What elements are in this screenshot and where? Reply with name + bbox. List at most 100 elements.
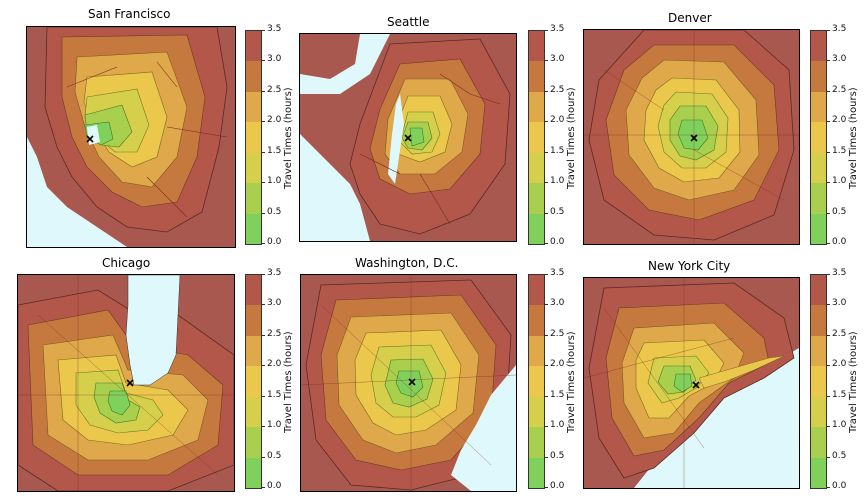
isochrone-svg bbox=[584, 278, 799, 488]
colorbar-tick-label: 1.5 bbox=[267, 146, 281, 156]
colorbar-tick-label: 1.0 bbox=[832, 176, 846, 186]
colorbar bbox=[528, 274, 545, 489]
colorbar-tick-mark bbox=[262, 274, 265, 275]
colorbar bbox=[810, 30, 827, 245]
colorbar-tick-mark bbox=[827, 396, 830, 397]
colorbar-tick-label: 2.5 bbox=[832, 329, 846, 339]
colorbar-segment bbox=[246, 366, 261, 397]
colorbar-tick-label: 3.5 bbox=[550, 268, 564, 278]
colorbar-tick-mark bbox=[827, 243, 830, 244]
colorbar bbox=[528, 30, 545, 245]
colorbar-tick-label: 2.5 bbox=[832, 85, 846, 95]
colorbar-segment bbox=[811, 397, 826, 428]
colorbar-segment bbox=[246, 275, 261, 306]
colorbar-tick-label: 1.5 bbox=[550, 390, 564, 400]
colorbar-tick-label: 1.5 bbox=[267, 390, 281, 400]
colorbar-segment bbox=[811, 122, 826, 153]
colorbar bbox=[810, 274, 827, 489]
colorbar-segment bbox=[529, 366, 544, 397]
colorbar-tick-mark bbox=[827, 182, 830, 183]
colorbar-label: Travel Times (hours) bbox=[283, 87, 294, 189]
colorbar-tick-mark bbox=[262, 304, 265, 305]
colorbar-segment bbox=[246, 214, 261, 245]
colorbar-tick-label: 2.5 bbox=[550, 85, 564, 95]
colorbar-tick-label: 3.0 bbox=[832, 298, 846, 308]
colorbar-tick-label: 0.5 bbox=[832, 207, 846, 217]
colorbar-tick-mark bbox=[545, 396, 548, 397]
colorbar-tick-mark bbox=[262, 121, 265, 122]
colorbar-segment bbox=[529, 305, 544, 336]
map-title: Washington, D.C. bbox=[355, 256, 458, 270]
colorbar-tick-mark bbox=[545, 487, 548, 488]
colorbar-tick-label: 3.0 bbox=[267, 298, 281, 308]
colorbar-segment bbox=[529, 214, 544, 245]
colorbar-tick-mark bbox=[827, 213, 830, 214]
colorbar-tick-mark bbox=[545, 30, 548, 31]
colorbar-tick-label: 0.0 bbox=[267, 481, 281, 491]
colorbar-tick-mark bbox=[545, 60, 548, 61]
travel-time-map[interactable] bbox=[583, 277, 800, 489]
colorbar-tick-label: 2.0 bbox=[267, 359, 281, 369]
colorbar-tick-label: 3.0 bbox=[550, 54, 564, 64]
colorbar-segment bbox=[529, 61, 544, 92]
colorbar-segment bbox=[246, 305, 261, 336]
colorbar-segment bbox=[811, 31, 826, 62]
colorbar-tick-label: 2.0 bbox=[267, 115, 281, 125]
colorbar-tick-label: 2.0 bbox=[832, 359, 846, 369]
colorbar-segment bbox=[811, 61, 826, 92]
colorbar-tick-label: 2.0 bbox=[550, 359, 564, 369]
colorbar-segment bbox=[529, 92, 544, 123]
colorbar-tick-mark bbox=[827, 487, 830, 488]
colorbar-segment bbox=[529, 183, 544, 214]
colorbar-tick-mark bbox=[545, 213, 548, 214]
colorbar-tick-mark bbox=[262, 396, 265, 397]
colorbar-segment bbox=[811, 183, 826, 214]
colorbar-tick-mark bbox=[545, 182, 548, 183]
colorbar-segment bbox=[811, 458, 826, 489]
colorbar-tick-mark bbox=[262, 365, 265, 366]
colorbar-tick-label: 2.5 bbox=[267, 329, 281, 339]
colorbar-segment bbox=[246, 122, 261, 153]
colorbar-tick-label: 2.5 bbox=[267, 85, 281, 95]
colorbar-label: Travel Times (hours) bbox=[283, 331, 294, 433]
colorbar-tick-mark bbox=[827, 30, 830, 31]
travel-time-map[interactable] bbox=[583, 29, 800, 245]
colorbar-tick-label: 1.0 bbox=[550, 176, 564, 186]
colorbar-segment bbox=[246, 61, 261, 92]
colorbar-tick-label: 2.0 bbox=[832, 115, 846, 125]
colorbar-tick-mark bbox=[262, 457, 265, 458]
colorbar-tick-label: 0.5 bbox=[267, 451, 281, 461]
colorbar-segment bbox=[529, 397, 544, 428]
colorbar-segment bbox=[246, 458, 261, 489]
travel-time-map[interactable] bbox=[299, 33, 517, 242]
colorbar-tick-label: 3.5 bbox=[550, 24, 564, 34]
isochrone-svg bbox=[584, 30, 799, 244]
travel-time-map[interactable] bbox=[17, 274, 235, 492]
travel-time-map[interactable] bbox=[300, 274, 517, 492]
colorbar-label: Travel Times (hours) bbox=[848, 331, 859, 433]
colorbar-tick-mark bbox=[262, 60, 265, 61]
colorbar-tick-label: 3.0 bbox=[267, 54, 281, 64]
colorbar-tick-label: 0.0 bbox=[832, 481, 846, 491]
isochrone-svg bbox=[301, 275, 516, 491]
colorbar-segment bbox=[529, 31, 544, 62]
colorbar-segment bbox=[246, 336, 261, 367]
colorbar-tick-mark bbox=[827, 304, 830, 305]
colorbar-segment bbox=[246, 92, 261, 123]
colorbar-tick-mark bbox=[545, 335, 548, 336]
colorbar-tick-mark bbox=[545, 457, 548, 458]
colorbar-tick-label: 0.5 bbox=[832, 451, 846, 461]
colorbar-tick-mark bbox=[827, 152, 830, 153]
colorbar-tick-label: 1.0 bbox=[267, 420, 281, 430]
colorbar-tick-label: 3.0 bbox=[550, 298, 564, 308]
colorbar-segment bbox=[811, 336, 826, 367]
colorbar-segment bbox=[529, 153, 544, 184]
colorbar-tick-mark bbox=[545, 304, 548, 305]
isochrone-svg bbox=[27, 27, 235, 247]
colorbar-segment bbox=[246, 397, 261, 428]
travel-time-map[interactable] bbox=[26, 26, 236, 248]
colorbar-tick-mark bbox=[827, 457, 830, 458]
colorbar-tick-mark bbox=[262, 91, 265, 92]
colorbar-tick-mark bbox=[262, 243, 265, 244]
map-title: San Francisco bbox=[88, 7, 170, 21]
